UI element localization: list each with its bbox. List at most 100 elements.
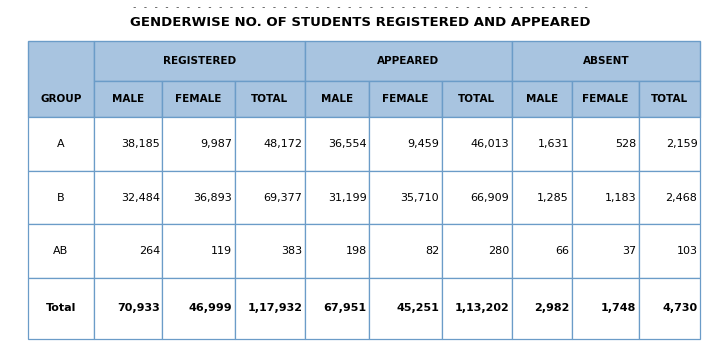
Text: 31,199: 31,199: [328, 193, 366, 203]
Text: 1,285: 1,285: [537, 193, 569, 203]
Bar: [235, 118, 305, 171]
Bar: [639, 118, 700, 171]
Bar: [28, 41, 94, 118]
Text: 36,893: 36,893: [194, 193, 233, 203]
Text: GROUP: GROUP: [40, 94, 81, 104]
Text: A: A: [57, 139, 65, 149]
Text: MALE: MALE: [321, 94, 354, 104]
Bar: [572, 81, 639, 118]
Bar: [639, 278, 700, 339]
Bar: [639, 171, 700, 224]
Bar: [28, 171, 94, 224]
Text: 46,999: 46,999: [189, 303, 233, 313]
Text: 1,183: 1,183: [605, 193, 636, 203]
Bar: [305, 118, 369, 171]
Bar: [441, 278, 512, 339]
Text: 2,982: 2,982: [534, 303, 569, 313]
Bar: [512, 81, 572, 118]
Text: 9,459: 9,459: [408, 139, 439, 149]
Bar: [369, 171, 441, 224]
Text: 528: 528: [615, 139, 636, 149]
Text: FEMALE: FEMALE: [382, 94, 428, 104]
Bar: [94, 171, 163, 224]
Bar: [28, 278, 94, 339]
Bar: [94, 278, 163, 339]
Bar: [512, 41, 700, 81]
Text: 66: 66: [555, 246, 569, 256]
Bar: [28, 224, 94, 278]
Text: APPEARED: APPEARED: [377, 56, 439, 66]
Bar: [235, 171, 305, 224]
Bar: [441, 224, 512, 278]
Text: GENDERWISE NO. OF STUDENTS REGISTERED AND APPEARED: GENDERWISE NO. OF STUDENTS REGISTERED AN…: [130, 16, 590, 29]
Bar: [369, 81, 441, 118]
Bar: [572, 171, 639, 224]
Bar: [572, 224, 639, 278]
Text: FEMALE: FEMALE: [176, 94, 222, 104]
Text: 119: 119: [211, 246, 233, 256]
Bar: [235, 224, 305, 278]
Text: B: B: [57, 193, 65, 203]
Bar: [369, 278, 441, 339]
Bar: [512, 118, 572, 171]
Bar: [369, 118, 441, 171]
Text: 46,013: 46,013: [471, 139, 509, 149]
Bar: [163, 278, 235, 339]
Bar: [441, 171, 512, 224]
Bar: [235, 278, 305, 339]
Text: 280: 280: [488, 246, 509, 256]
Bar: [94, 224, 163, 278]
Bar: [512, 171, 572, 224]
Text: 103: 103: [677, 246, 698, 256]
Bar: [305, 278, 369, 339]
Bar: [305, 81, 369, 118]
Bar: [94, 118, 163, 171]
Text: TOTAL: TOTAL: [251, 94, 289, 104]
Text: MALE: MALE: [526, 94, 558, 104]
Bar: [639, 81, 700, 118]
Bar: [369, 224, 441, 278]
Bar: [572, 118, 639, 171]
Text: AB: AB: [53, 246, 68, 256]
Text: 36,554: 36,554: [328, 139, 366, 149]
Bar: [512, 224, 572, 278]
Text: 32,484: 32,484: [121, 193, 160, 203]
Bar: [28, 118, 94, 171]
Text: 2,468: 2,468: [665, 193, 698, 203]
Bar: [235, 81, 305, 118]
Bar: [639, 224, 700, 278]
Text: REGISTERED: REGISTERED: [163, 56, 236, 66]
Text: 1,631: 1,631: [538, 139, 569, 149]
Text: 9,987: 9,987: [200, 139, 233, 149]
Text: 37: 37: [622, 246, 636, 256]
Text: 66,909: 66,909: [471, 193, 509, 203]
Text: 4,730: 4,730: [662, 303, 698, 313]
Text: 69,377: 69,377: [264, 193, 302, 203]
Bar: [512, 278, 572, 339]
Text: 2,159: 2,159: [666, 139, 698, 149]
Text: 1,748: 1,748: [601, 303, 636, 313]
Text: - - - - - - - - - - - - - - - - - - - - - - - - - - - - - - - - - - - - - - - - : - - - - - - - - - - - - - - - - - - - - …: [132, 4, 588, 13]
Bar: [163, 171, 235, 224]
Bar: [305, 171, 369, 224]
Text: 45,251: 45,251: [396, 303, 439, 313]
Text: MALE: MALE: [112, 94, 144, 104]
Text: 38,185: 38,185: [121, 139, 160, 149]
Text: 35,710: 35,710: [400, 193, 439, 203]
Bar: [305, 224, 369, 278]
Bar: [163, 81, 235, 118]
Text: FEMALE: FEMALE: [582, 94, 629, 104]
Text: 1,17,932: 1,17,932: [248, 303, 302, 313]
Text: ABSENT: ABSENT: [582, 56, 629, 66]
Text: 48,172: 48,172: [264, 139, 302, 149]
Text: TOTAL: TOTAL: [458, 94, 495, 104]
Bar: [163, 224, 235, 278]
Text: TOTAL: TOTAL: [651, 94, 688, 104]
Bar: [163, 118, 235, 171]
Bar: [441, 81, 512, 118]
Text: 264: 264: [139, 246, 160, 256]
Text: Total: Total: [45, 303, 76, 313]
Text: 82: 82: [425, 246, 439, 256]
Bar: [94, 41, 305, 81]
Text: 383: 383: [282, 246, 302, 256]
